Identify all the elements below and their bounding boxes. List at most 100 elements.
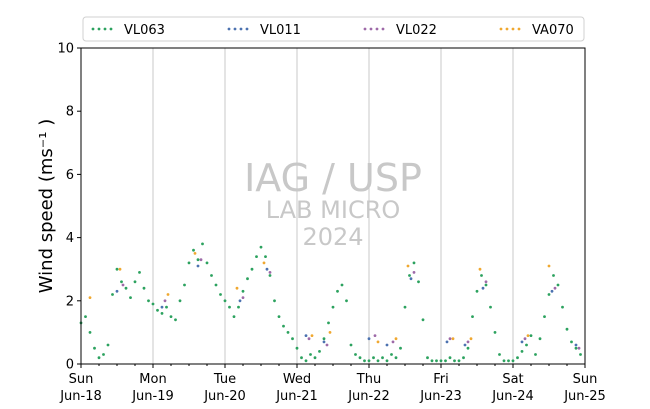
data-point	[307, 337, 311, 341]
data-point	[408, 274, 411, 277]
data-point	[201, 242, 204, 246]
data-point	[304, 359, 308, 363]
legend-label: VL022	[396, 23, 437, 38]
data-point	[165, 305, 168, 309]
x-tick-label-date: Jun-23	[419, 389, 462, 404]
data-point	[451, 337, 455, 341]
data-point	[318, 350, 321, 353]
data-point	[448, 337, 452, 341]
data-point	[547, 264, 551, 268]
data-point	[133, 280, 137, 284]
data-point	[340, 283, 344, 287]
data-point	[538, 337, 542, 341]
data-point	[376, 340, 380, 344]
data-point	[238, 299, 242, 303]
data-point	[268, 274, 272, 277]
data-point	[553, 286, 557, 290]
data-point	[471, 315, 474, 318]
data-point	[160, 305, 164, 309]
data-point	[381, 356, 384, 360]
legend-marker	[233, 27, 237, 31]
data-point	[484, 280, 488, 284]
data-point	[385, 343, 389, 347]
data-point	[534, 353, 537, 356]
data-point	[516, 356, 519, 360]
data-point	[354, 353, 357, 356]
data-point	[466, 346, 470, 350]
series-VL011	[115, 264, 578, 347]
data-point	[570, 340, 573, 344]
data-point	[412, 271, 416, 274]
watermark-line-1: IAG / USP	[244, 156, 422, 200]
data-point	[523, 337, 527, 341]
data-point	[313, 356, 317, 360]
legend-marker	[511, 27, 515, 31]
data-point	[529, 334, 533, 337]
data-point	[156, 308, 159, 312]
data-point	[259, 245, 263, 249]
data-point	[199, 258, 203, 262]
data-point	[448, 356, 452, 360]
legend-marker	[245, 27, 249, 31]
data-point	[183, 283, 186, 287]
data-point	[331, 305, 335, 309]
data-point	[328, 331, 332, 334]
x-tick-label-date: Jun-25	[563, 389, 606, 404]
data-point	[556, 283, 560, 287]
data-point	[223, 299, 227, 303]
data-point	[174, 318, 177, 322]
x-tick-label-day: Sat	[502, 372, 523, 387]
data-point	[246, 277, 249, 281]
legend-box	[82, 16, 585, 42]
data-point	[121, 283, 125, 287]
legend-marker	[239, 27, 243, 31]
data-point	[406, 264, 410, 268]
data-point	[264, 255, 267, 258]
data-point	[322, 340, 326, 344]
data-point	[142, 286, 146, 290]
data-point	[322, 337, 326, 341]
data-point	[169, 315, 173, 318]
data-point	[196, 258, 200, 262]
data-point	[520, 340, 524, 344]
data-point	[511, 359, 515, 363]
data-point	[373, 334, 377, 337]
x-tick-label-day: Fri	[433, 372, 449, 387]
data-point	[520, 350, 524, 353]
data-point	[129, 296, 132, 299]
data-point	[574, 343, 578, 347]
legend: VL063 VL011 VL022 VA070	[82, 16, 585, 42]
x-tick-label-date: Jun-18	[59, 389, 102, 404]
y-tick-label: 6	[66, 168, 74, 183]
data-point	[166, 293, 170, 296]
data-point	[118, 267, 122, 271]
y-tick-label: 0	[66, 358, 74, 373]
data-point	[327, 321, 330, 325]
data-point	[552, 274, 555, 277]
x-tick-label-date: Jun-22	[347, 389, 390, 404]
x-tick-label-day: Wed	[283, 372, 311, 387]
x-tick-label-date: Jun-19	[131, 389, 174, 404]
data-point	[304, 334, 308, 337]
data-point	[210, 274, 213, 277]
legend-marker	[499, 27, 503, 31]
data-point	[526, 334, 530, 337]
data-point	[300, 356, 303, 360]
legend-marker	[97, 27, 101, 31]
x-tick-label-day: Sun	[69, 372, 94, 387]
data-point	[241, 296, 245, 299]
data-point	[262, 261, 266, 265]
data-point	[363, 359, 366, 363]
data-point	[120, 280, 123, 284]
legend-item-VL022: VL022	[363, 23, 437, 38]
legend-marker	[227, 27, 231, 31]
data-point	[412, 261, 416, 265]
data-point	[444, 359, 447, 363]
data-point	[561, 305, 564, 309]
data-point	[358, 356, 362, 360]
legend-item-VA070: VA070	[499, 23, 574, 38]
legend-marker	[369, 27, 373, 31]
data-point	[547, 293, 551, 296]
data-point	[151, 302, 155, 306]
data-point	[282, 324, 285, 328]
